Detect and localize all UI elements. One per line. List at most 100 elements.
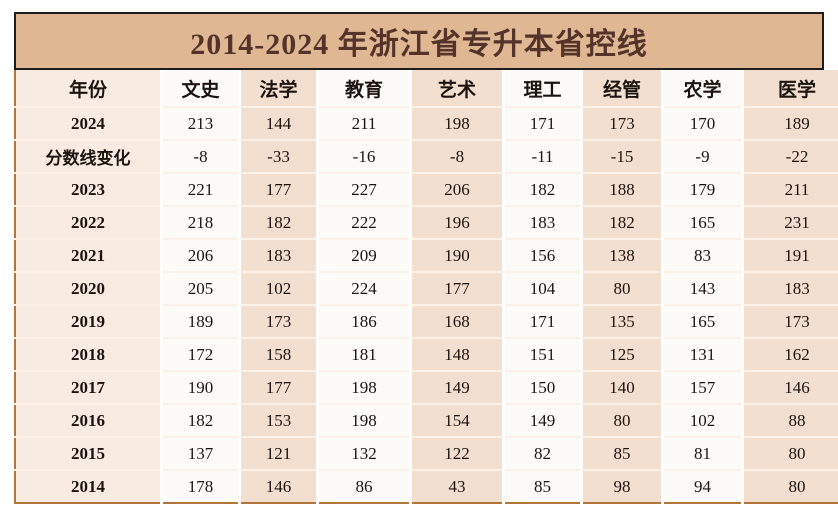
row-label-cell: 2023 xyxy=(15,173,163,207)
value-cell: 173 xyxy=(581,107,664,141)
value-cell: 211 xyxy=(742,173,838,207)
value-cell: 156 xyxy=(503,239,583,273)
value-cell: 122 xyxy=(410,437,505,471)
table-title-bar: 2014-2024 年浙江省专升本省控线 xyxy=(14,12,824,70)
value-cell: 80 xyxy=(581,272,664,306)
header-cell: 艺术 xyxy=(410,70,505,108)
value-cell: -9 xyxy=(662,140,744,174)
header-cell: 医学 xyxy=(742,70,838,108)
value-cell: 190 xyxy=(161,371,241,405)
row-label-cell: 2018 xyxy=(15,338,163,372)
score-table: 年份 文史 法学 教育 艺术 理工 经管 农学 医学 2024 213 144 211 198 171 17… xyxy=(14,70,838,504)
value-cell: 191 xyxy=(742,239,838,273)
value-cell: 196 xyxy=(410,206,505,240)
value-cell: 170 xyxy=(662,107,744,141)
table-row: 2023 221 177 227 206 182 188 179 211 xyxy=(15,173,838,207)
value-cell: 188 xyxy=(581,173,664,207)
row-label-cell: 分数线变化 xyxy=(15,140,163,174)
value-cell: 198 xyxy=(317,404,412,438)
table-row: 2014 178 146 86 43 85 98 94 80 xyxy=(15,470,838,503)
value-cell: 81 xyxy=(662,437,744,471)
value-cell: 183 xyxy=(239,239,319,273)
table-row: 2016 182 153 198 154 149 80 102 88 xyxy=(15,404,838,438)
value-cell: 198 xyxy=(410,107,505,141)
row-label-cell: 2020 xyxy=(15,272,163,306)
value-cell: 43 xyxy=(410,470,505,503)
value-cell: 173 xyxy=(239,305,319,339)
row-label-cell: 2017 xyxy=(15,371,163,405)
value-cell: 177 xyxy=(410,272,505,306)
value-cell: 171 xyxy=(503,107,583,141)
table-row: 2015 137 121 132 122 82 85 81 80 xyxy=(15,437,838,471)
value-cell: 148 xyxy=(410,338,505,372)
value-cell: 137 xyxy=(161,437,241,471)
row-label-cell: 2022 xyxy=(15,206,163,240)
value-cell: 135 xyxy=(581,305,664,339)
table-body: 2024 213 144 211 198 171 173 170 189 分数线变化 -8 -33 -1… xyxy=(15,107,838,503)
header-cell: 农学 xyxy=(662,70,744,108)
value-cell: 165 xyxy=(662,206,744,240)
value-cell: 181 xyxy=(317,338,412,372)
table-row: 2020 205 102 224 177 104 80 143 183 xyxy=(15,272,838,306)
score-table-card: 2014-2024 年浙江省专升本省控线 年份 文史 法学 教育 艺术 理工 经管 农学 医学 … xyxy=(14,12,838,504)
table-row: 2024 213 144 211 198 171 173 170 189 xyxy=(15,107,838,141)
value-cell: -8 xyxy=(410,140,505,174)
table-row: 2021 206 183 209 190 156 138 83 191 xyxy=(15,239,838,273)
value-cell: 140 xyxy=(581,371,664,405)
value-cell: -33 xyxy=(239,140,319,174)
table-header: 年份 文史 法学 教育 艺术 理工 经管 农学 医学 xyxy=(15,70,838,108)
value-cell: 206 xyxy=(410,173,505,207)
row-label-cell: 2024 xyxy=(15,107,163,141)
row-label-cell: 2015 xyxy=(15,437,163,471)
value-cell: 150 xyxy=(503,371,583,405)
value-cell: 182 xyxy=(581,206,664,240)
value-cell: 206 xyxy=(161,239,241,273)
value-cell: 102 xyxy=(662,404,744,438)
table-title-text: 2014-2024 年浙江省专升本省控线 xyxy=(190,28,648,61)
header-cell: 法学 xyxy=(239,70,319,108)
value-cell: 85 xyxy=(503,470,583,503)
table-row: 2018 172 158 181 148 151 125 131 162 xyxy=(15,338,838,372)
row-label-cell: 2014 xyxy=(15,470,163,503)
value-cell: 172 xyxy=(161,338,241,372)
value-cell: 222 xyxy=(317,206,412,240)
value-cell: 83 xyxy=(662,239,744,273)
value-cell: -11 xyxy=(503,140,583,174)
value-cell: 190 xyxy=(410,239,505,273)
value-cell: 231 xyxy=(742,206,838,240)
value-cell: 198 xyxy=(317,371,412,405)
value-cell: 221 xyxy=(161,173,241,207)
value-cell: 183 xyxy=(503,206,583,240)
value-cell: 149 xyxy=(503,404,583,438)
value-cell: 143 xyxy=(662,272,744,306)
header-row: 年份 文史 法学 教育 艺术 理工 经管 农学 医学 xyxy=(15,70,838,108)
value-cell: 157 xyxy=(662,371,744,405)
value-cell: 104 xyxy=(503,272,583,306)
value-cell: 94 xyxy=(662,470,744,503)
value-cell: 189 xyxy=(161,305,241,339)
row-label-cell: 2016 xyxy=(15,404,163,438)
value-cell: 138 xyxy=(581,239,664,273)
value-cell: 121 xyxy=(239,437,319,471)
value-cell: 227 xyxy=(317,173,412,207)
value-cell: 165 xyxy=(662,305,744,339)
table-row: 2022 218 182 222 196 183 182 165 231 xyxy=(15,206,838,240)
value-cell: 168 xyxy=(410,305,505,339)
value-cell: -16 xyxy=(317,140,412,174)
value-cell: 85 xyxy=(581,437,664,471)
value-cell: 80 xyxy=(581,404,664,438)
value-cell: 98 xyxy=(581,470,664,503)
value-cell: 182 xyxy=(503,173,583,207)
value-cell: -8 xyxy=(161,140,241,174)
value-cell: 102 xyxy=(239,272,319,306)
value-cell: 131 xyxy=(662,338,744,372)
header-cell-year: 年份 xyxy=(15,70,163,108)
value-cell: 179 xyxy=(662,173,744,207)
value-cell: 224 xyxy=(317,272,412,306)
value-cell: 80 xyxy=(742,437,838,471)
value-cell: 146 xyxy=(239,470,319,503)
value-cell: 173 xyxy=(742,305,838,339)
value-cell: 182 xyxy=(239,206,319,240)
value-cell: 154 xyxy=(410,404,505,438)
header-cell: 理工 xyxy=(503,70,583,108)
